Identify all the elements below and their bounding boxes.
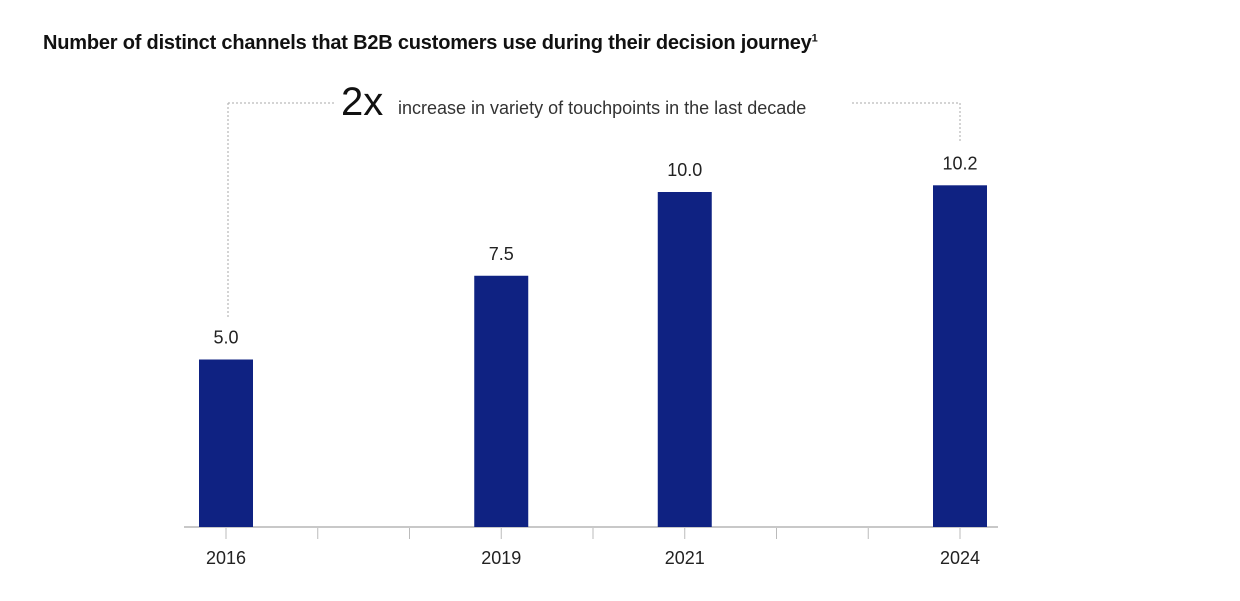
value-label-2024: 10.2	[942, 153, 977, 173]
value-label-2021: 10.0	[667, 160, 702, 180]
x-tick-label-2024: 2024	[940, 548, 980, 568]
annotation-bracket: 2x increase in variety of touchpoints in…	[227, 80, 961, 318]
title-footnote: 1	[811, 32, 818, 45]
value-label-2019: 7.5	[489, 244, 514, 264]
x-tick-label-2019: 2019	[481, 548, 521, 568]
bar-2019	[474, 275, 529, 527]
bar-2016	[199, 359, 253, 527]
bar-2024	[933, 185, 987, 528]
value-label-2016: 5.0	[213, 328, 238, 348]
annotation-text: increase in variety of touchpoints in th…	[398, 98, 806, 118]
x-tick-label-2021: 2021	[665, 548, 705, 568]
chart-title: Number of distinct channels that B2B cus…	[43, 32, 818, 54]
x-tick-label-2016: 2016	[206, 548, 246, 568]
annotation-big: 2x	[341, 80, 383, 124]
bar-2021	[657, 192, 712, 527]
